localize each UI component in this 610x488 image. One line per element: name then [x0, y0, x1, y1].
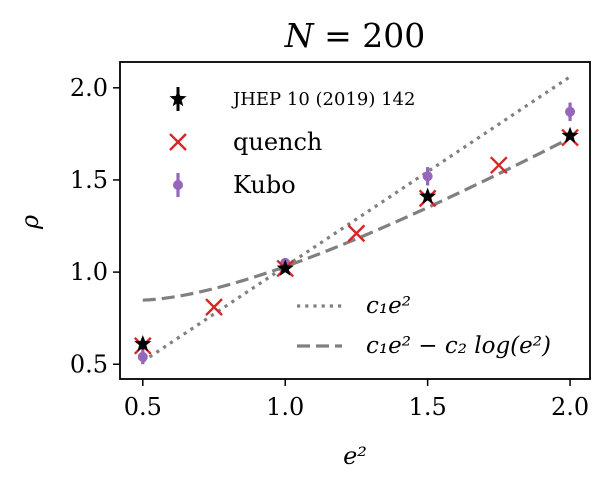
legend-marker [169, 133, 187, 151]
x-axis-label: e² [343, 442, 367, 470]
chart-title-rest: = 200 [314, 16, 426, 55]
axes-frame [119, 61, 591, 380]
chart-title: N = 200 [284, 16, 426, 55]
kubo-point [137, 349, 148, 365]
y-axis-label: ρ [16, 215, 44, 230]
jhep-point [419, 187, 437, 204]
legend-item-linear-fit: c₁e² [297, 293, 411, 319]
y-tick-label: 1.5 [70, 166, 108, 194]
quench-point [347, 224, 366, 243]
legend-item-jhep: JHEP 10 (2019) 142 [169, 87, 415, 111]
kubo-point [422, 167, 433, 186]
legend-marker [169, 87, 187, 111]
legend-label: c₁e² [366, 293, 411, 319]
fit-line-linear [141, 75, 571, 363]
legend-marker [173, 173, 183, 197]
quench-point [489, 156, 508, 175]
legend-item-quench: quench [169, 128, 322, 156]
y-tick-label: 0.5 [70, 350, 108, 378]
legend-label: c₁e² − c₂ log(e²) [366, 333, 551, 359]
kubo-point [565, 102, 576, 121]
legend-label: Kubo [233, 171, 296, 199]
x-tick-label: 0.5 [124, 393, 162, 421]
y-tick-label: 2.0 [70, 74, 108, 102]
legend-item-log-fit: c₁e² − c₂ log(e²) [297, 333, 551, 359]
legend-item-kubo: Kubo [173, 171, 296, 199]
legend-label: JHEP 10 (2019) 142 [231, 89, 415, 110]
x-tick-label: 2.0 [551, 393, 589, 421]
y-tick-label: 1.0 [70, 258, 108, 286]
x-tick-label: 1.0 [266, 393, 304, 421]
jhep-point [276, 259, 294, 276]
chart-title-var: N [284, 16, 315, 55]
jhep-point [561, 126, 579, 143]
jhep-point [134, 334, 152, 352]
x-tick-label: 1.5 [409, 393, 447, 421]
legend-label: quench [233, 128, 322, 156]
quench-point [205, 298, 223, 316]
